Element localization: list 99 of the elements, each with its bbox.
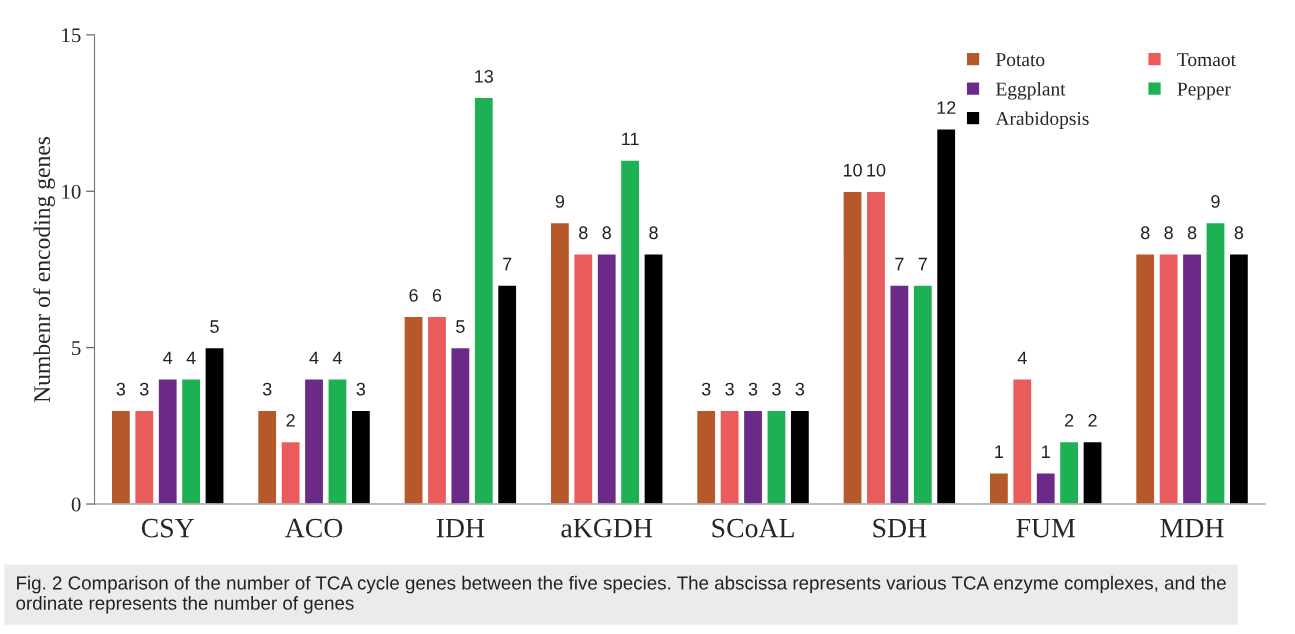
bar bbox=[549, 221, 571, 505]
data-label: 6 bbox=[432, 288, 442, 302]
bar bbox=[327, 378, 348, 505]
bar bbox=[256, 409, 278, 505]
bar bbox=[496, 284, 518, 505]
data-label: 3 bbox=[139, 382, 149, 396]
data-label: 4 bbox=[1017, 351, 1027, 365]
x-tick-label: ACO bbox=[284, 518, 343, 538]
bar bbox=[450, 346, 471, 505]
x-tick-label: SDH bbox=[873, 518, 927, 538]
data-label: 12 bbox=[937, 101, 956, 114]
bar bbox=[889, 284, 910, 505]
bar bbox=[303, 378, 325, 505]
bar bbox=[842, 190, 863, 505]
data-label: 2 bbox=[1065, 414, 1074, 427]
bar bbox=[865, 190, 887, 505]
data-label: 4 bbox=[309, 351, 319, 365]
bar bbox=[133, 409, 155, 505]
legend-label: Eggplant bbox=[995, 81, 1066, 100]
legend-label: Arabidopsis bbox=[995, 111, 1089, 130]
data-label: 1 bbox=[995, 445, 1004, 458]
y-tick-label: 5 bbox=[72, 341, 81, 356]
data-label: 9 bbox=[555, 195, 565, 208]
bar bbox=[204, 346, 225, 505]
data-label: 8 bbox=[602, 226, 611, 240]
data-label: 8 bbox=[649, 226, 658, 240]
bar bbox=[742, 409, 764, 505]
y-tick-label: 0 bbox=[71, 497, 81, 512]
data-label: 4 bbox=[163, 351, 173, 365]
x-tick-label: SCoAL bbox=[712, 518, 794, 538]
bar bbox=[180, 378, 202, 505]
data-label: 3 bbox=[701, 382, 711, 396]
bar bbox=[1058, 440, 1080, 505]
data-label: 2 bbox=[1088, 414, 1097, 427]
data-label: 10 bbox=[843, 163, 862, 177]
bar bbox=[1228, 253, 1250, 505]
data-label: 1 bbox=[1042, 445, 1050, 458]
data-label: 7 bbox=[918, 257, 927, 271]
bar bbox=[473, 96, 495, 505]
bar bbox=[572, 253, 594, 505]
data-label: 3 bbox=[748, 382, 758, 396]
data-label: 3 bbox=[795, 382, 805, 396]
bar bbox=[988, 472, 1010, 505]
data-label: 13 bbox=[475, 69, 494, 83]
data-label: 8 bbox=[579, 226, 588, 240]
bar bbox=[789, 409, 811, 505]
bar bbox=[596, 253, 618, 505]
bar bbox=[695, 409, 717, 505]
bar bbox=[1035, 472, 1057, 505]
bar bbox=[1012, 378, 1033, 505]
legend-label: Pepper bbox=[1177, 82, 1231, 100]
bar bbox=[1205, 221, 1226, 505]
bar bbox=[619, 159, 641, 505]
legend-label: Potato bbox=[995, 53, 1045, 67]
data-label: 5 bbox=[456, 320, 465, 333]
data-label: 2 bbox=[286, 414, 295, 427]
data-label: 11 bbox=[622, 132, 639, 146]
bar bbox=[157, 378, 178, 505]
bar bbox=[766, 409, 787, 505]
data-label: 3 bbox=[262, 382, 272, 396]
y-tick-label: 10 bbox=[62, 184, 81, 199]
bar bbox=[1158, 253, 1179, 505]
data-label: 6 bbox=[409, 288, 418, 302]
bar bbox=[110, 409, 132, 505]
bar bbox=[280, 440, 301, 505]
data-label: 8 bbox=[1187, 226, 1197, 240]
bar bbox=[719, 409, 740, 505]
x-tick-label: FUM bbox=[1016, 519, 1075, 538]
bar bbox=[643, 253, 664, 505]
data-label: 3 bbox=[725, 382, 734, 396]
y-tick-label: 15 bbox=[62, 28, 81, 43]
bar bbox=[403, 315, 424, 505]
data-label: 4 bbox=[332, 351, 342, 365]
caption: Fig. 2 Comparison of the number of TCA cycle genes between the five species. The abscissa represents various TCA enzyme complexes, and the ordinate represents the number of genes bbox=[16, 575, 1226, 614]
bar bbox=[912, 284, 934, 505]
bar bbox=[1082, 440, 1103, 505]
data-label: 9 bbox=[1211, 195, 1220, 208]
data-label: 8 bbox=[1140, 226, 1150, 240]
bar bbox=[1181, 253, 1203, 505]
legend-label: Tomaot bbox=[1177, 53, 1236, 67]
bar bbox=[935, 128, 957, 505]
x-tick-label: aKGDH bbox=[561, 518, 653, 538]
x-tick-label: IDH bbox=[436, 519, 485, 538]
data-label: 4 bbox=[186, 351, 196, 365]
bar bbox=[350, 409, 372, 505]
y-axis-title: Numbenr of encoding genes bbox=[33, 136, 55, 403]
data-label: 7 bbox=[503, 257, 512, 271]
bar bbox=[1134, 253, 1156, 505]
data-label: 5 bbox=[210, 320, 219, 333]
x-tick-label: MDH bbox=[1160, 519, 1224, 538]
data-label: 8 bbox=[1164, 226, 1173, 240]
x-tick-label: CSY bbox=[141, 518, 195, 538]
data-label: 10 bbox=[867, 163, 886, 177]
data-label: 3 bbox=[116, 382, 126, 396]
bar bbox=[426, 315, 448, 505]
data-label: 7 bbox=[895, 257, 904, 271]
data-label: 3 bbox=[772, 382, 781, 396]
data-label: 3 bbox=[356, 382, 366, 396]
data-label: 8 bbox=[1234, 226, 1244, 240]
